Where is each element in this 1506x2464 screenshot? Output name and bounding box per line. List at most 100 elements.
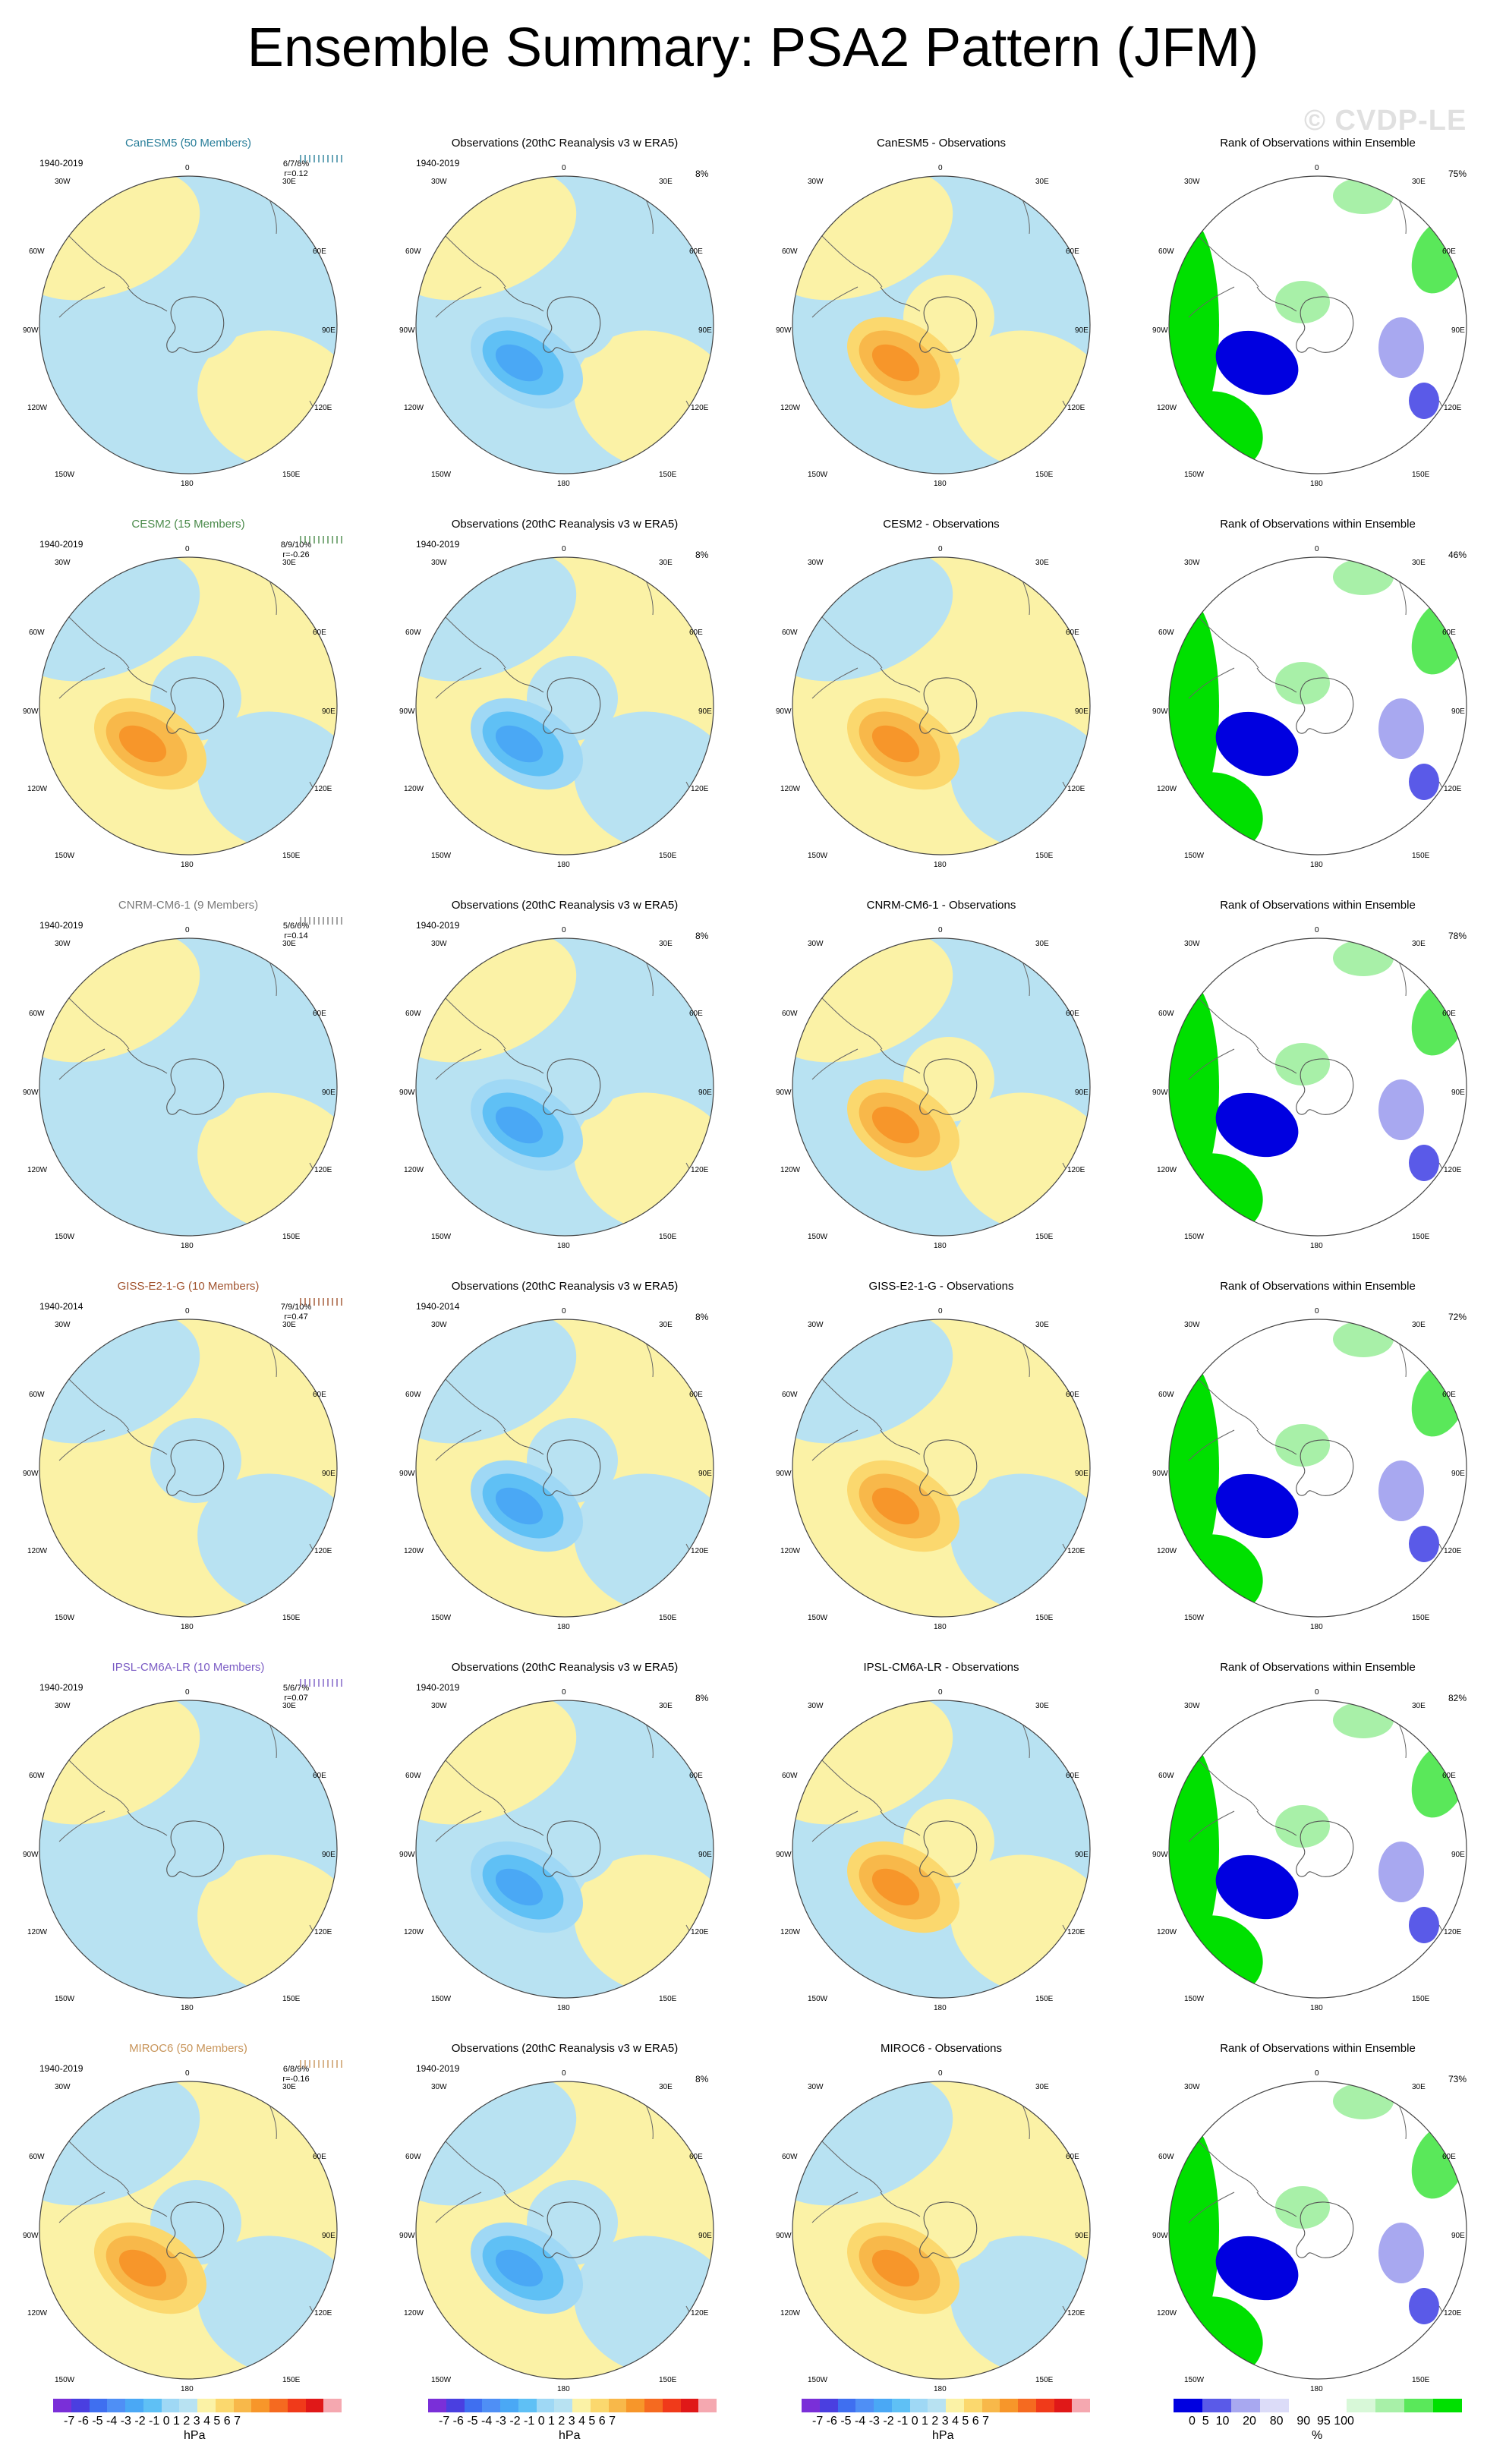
obs-title: Observations (20thC Reanalysis v3 w ERA5… [451,1661,679,1674]
contour-region [1409,2288,1439,2324]
colorbar-swatch [662,2399,681,2412]
obs-map [415,1700,714,1999]
colorbar-swatch [981,2399,1000,2412]
antarctica-outline [1296,677,1354,734]
map-label-r5: 150E [1412,471,1430,479]
south-america-outline [58,233,130,318]
map-label-l1: 30W [55,1321,71,1329]
years-range: 1940-2014 [416,1301,460,1312]
map-label-l1: 30W [431,1702,447,1710]
colorbar-swatch [626,2399,644,2412]
map-label-l5: 150W [431,1614,452,1622]
map-label-l4: 120W [1157,1928,1177,1936]
map-label-r4: 120E [1067,785,1085,793]
obs-title: Observations (20thC Reanalysis v3 w ERA5… [451,899,679,912]
map-label-l5: 150W [1184,1614,1205,1622]
rank-colorbar [1174,2399,1462,2412]
diff-map [792,1700,1091,1999]
map-label-r5: 150E [659,852,677,860]
map-label-r4: 120E [691,1166,709,1174]
map-label-l4: 120W [27,1166,48,1174]
map-label-r5: 150E [1035,1614,1054,1622]
map-label-l3: 90W [776,326,792,335]
antarctica-outline [919,1439,978,1496]
contour-region [495,344,543,382]
map-label-r3: 90E [698,1470,712,1478]
panel-r5-c1: IPSL-CM6A-LR (10 Members) 1940-2019 5/6/7%… [0,1638,376,2020]
map-label-r2: 60E [689,1772,703,1780]
map-label-r1: 30E [1412,178,1426,186]
map-label-r4: 120E [1067,2309,1085,2317]
obs-map [415,175,714,474]
map-label-l3: 90W [23,1470,39,1478]
map-label-r2: 60E [689,629,703,637]
map-label-l5: 150W [1184,1233,1205,1241]
map-label-l2: 60W [405,1391,421,1399]
south-america-outline [811,2138,883,2223]
map-label-top: 0 [1315,926,1319,934]
rank-stat: 73% [1448,2074,1467,2084]
colorbar-swatch [1202,2399,1231,2412]
map-label-r1: 30E [282,178,296,186]
ensemble-stats: 5/6/7% r=0.07 [250,1670,342,1703]
model-title: IPSL-CM6A-LR (10 Members) [112,1661,265,1674]
pattern-correlation: r=-0.16 [282,2075,310,2084]
diff-title: IPSL-CM6A-LR - Observations [863,1661,1019,1674]
antarctica-outline [166,296,225,353]
antarctica-outline [543,2201,601,2258]
map-label-l2: 60W [29,2153,45,2161]
map-label-top: 0 [185,926,190,934]
hpa-colorbar-3-unit: hPa [932,2429,954,2442]
map-label-r2: 60E [1066,2153,1079,2161]
south-america-outline [435,1376,506,1461]
map-label-r1: 30E [1035,178,1049,186]
map-label-r3: 90E [322,707,336,716]
map-label-l4: 120W [27,404,48,412]
map-label-bottom: 180 [934,861,947,869]
map-label-l5: 150W [1184,471,1205,479]
years-range: 1940-2019 [416,920,460,931]
map-label-r4: 120E [314,1547,332,1555]
hpa-colorbar-2-unit: hPa [559,2429,581,2442]
panel-r4-c2: Observations (20thC Reanalysis v3 w ERA5… [376,1257,753,1639]
peninsula-outline [880,1048,921,1074]
map-boundary [415,1319,714,1618]
map-label-l3: 90W [399,326,415,335]
model-map [39,2081,338,2380]
map-label-top: 0 [938,1307,943,1315]
model-title: CanESM5 (50 Members) [125,137,251,150]
map-label-r1: 30E [659,1702,673,1710]
rank-map [1168,937,1467,1237]
colorbar-swatch [1018,2399,1036,2412]
map-label-l4: 120W [27,785,48,793]
rank-title: Rank of Observations within Ensemble [1220,899,1416,912]
map-label-r5: 150E [1412,1995,1430,2003]
map-label-l1: 30W [431,940,447,948]
map-label-r2: 60E [1442,1391,1456,1399]
map-label-r5: 150E [1035,852,1054,860]
antarctica-outline [1296,2201,1354,2258]
map-label-l2: 60W [405,629,421,637]
map-label-r5: 150E [1412,1614,1430,1622]
map-boundary [39,556,338,855]
map-label-bottom: 180 [181,2385,194,2393]
map-label-r5: 150E [659,1614,677,1622]
map-label-r1: 30E [1412,940,1426,948]
map-label-r2: 60E [689,247,703,256]
model-title: MIROC6 (50 Members) [129,2042,247,2055]
map-label-l5: 150W [808,2376,828,2384]
colorbar-swatch [1072,2399,1090,2412]
pattern-correlation: r=0.47 [284,1312,308,1322]
map-label-r4: 120E [691,1928,709,1936]
map-label-r1: 30E [659,1321,673,1329]
map-label-top: 0 [938,164,943,172]
map-label-r4: 120E [1444,2309,1462,2317]
panel-r1-c1: CanESM5 (50 Members) 1940-2019 6/7/8% r=0.1… [0,114,376,496]
map-label-r5: 150E [659,471,677,479]
panel-r5-c2: Observations (20thC Reanalysis v3 w ERA5… [376,1638,753,2020]
hpa-colorbar-2 [428,2399,717,2412]
map-label-r4: 120E [1067,1547,1085,1555]
colorbar-swatch [305,2399,324,2412]
map-label-r4: 120E [1444,1928,1462,1936]
ensemble-percentiles: 6/7/8% [282,159,310,169]
